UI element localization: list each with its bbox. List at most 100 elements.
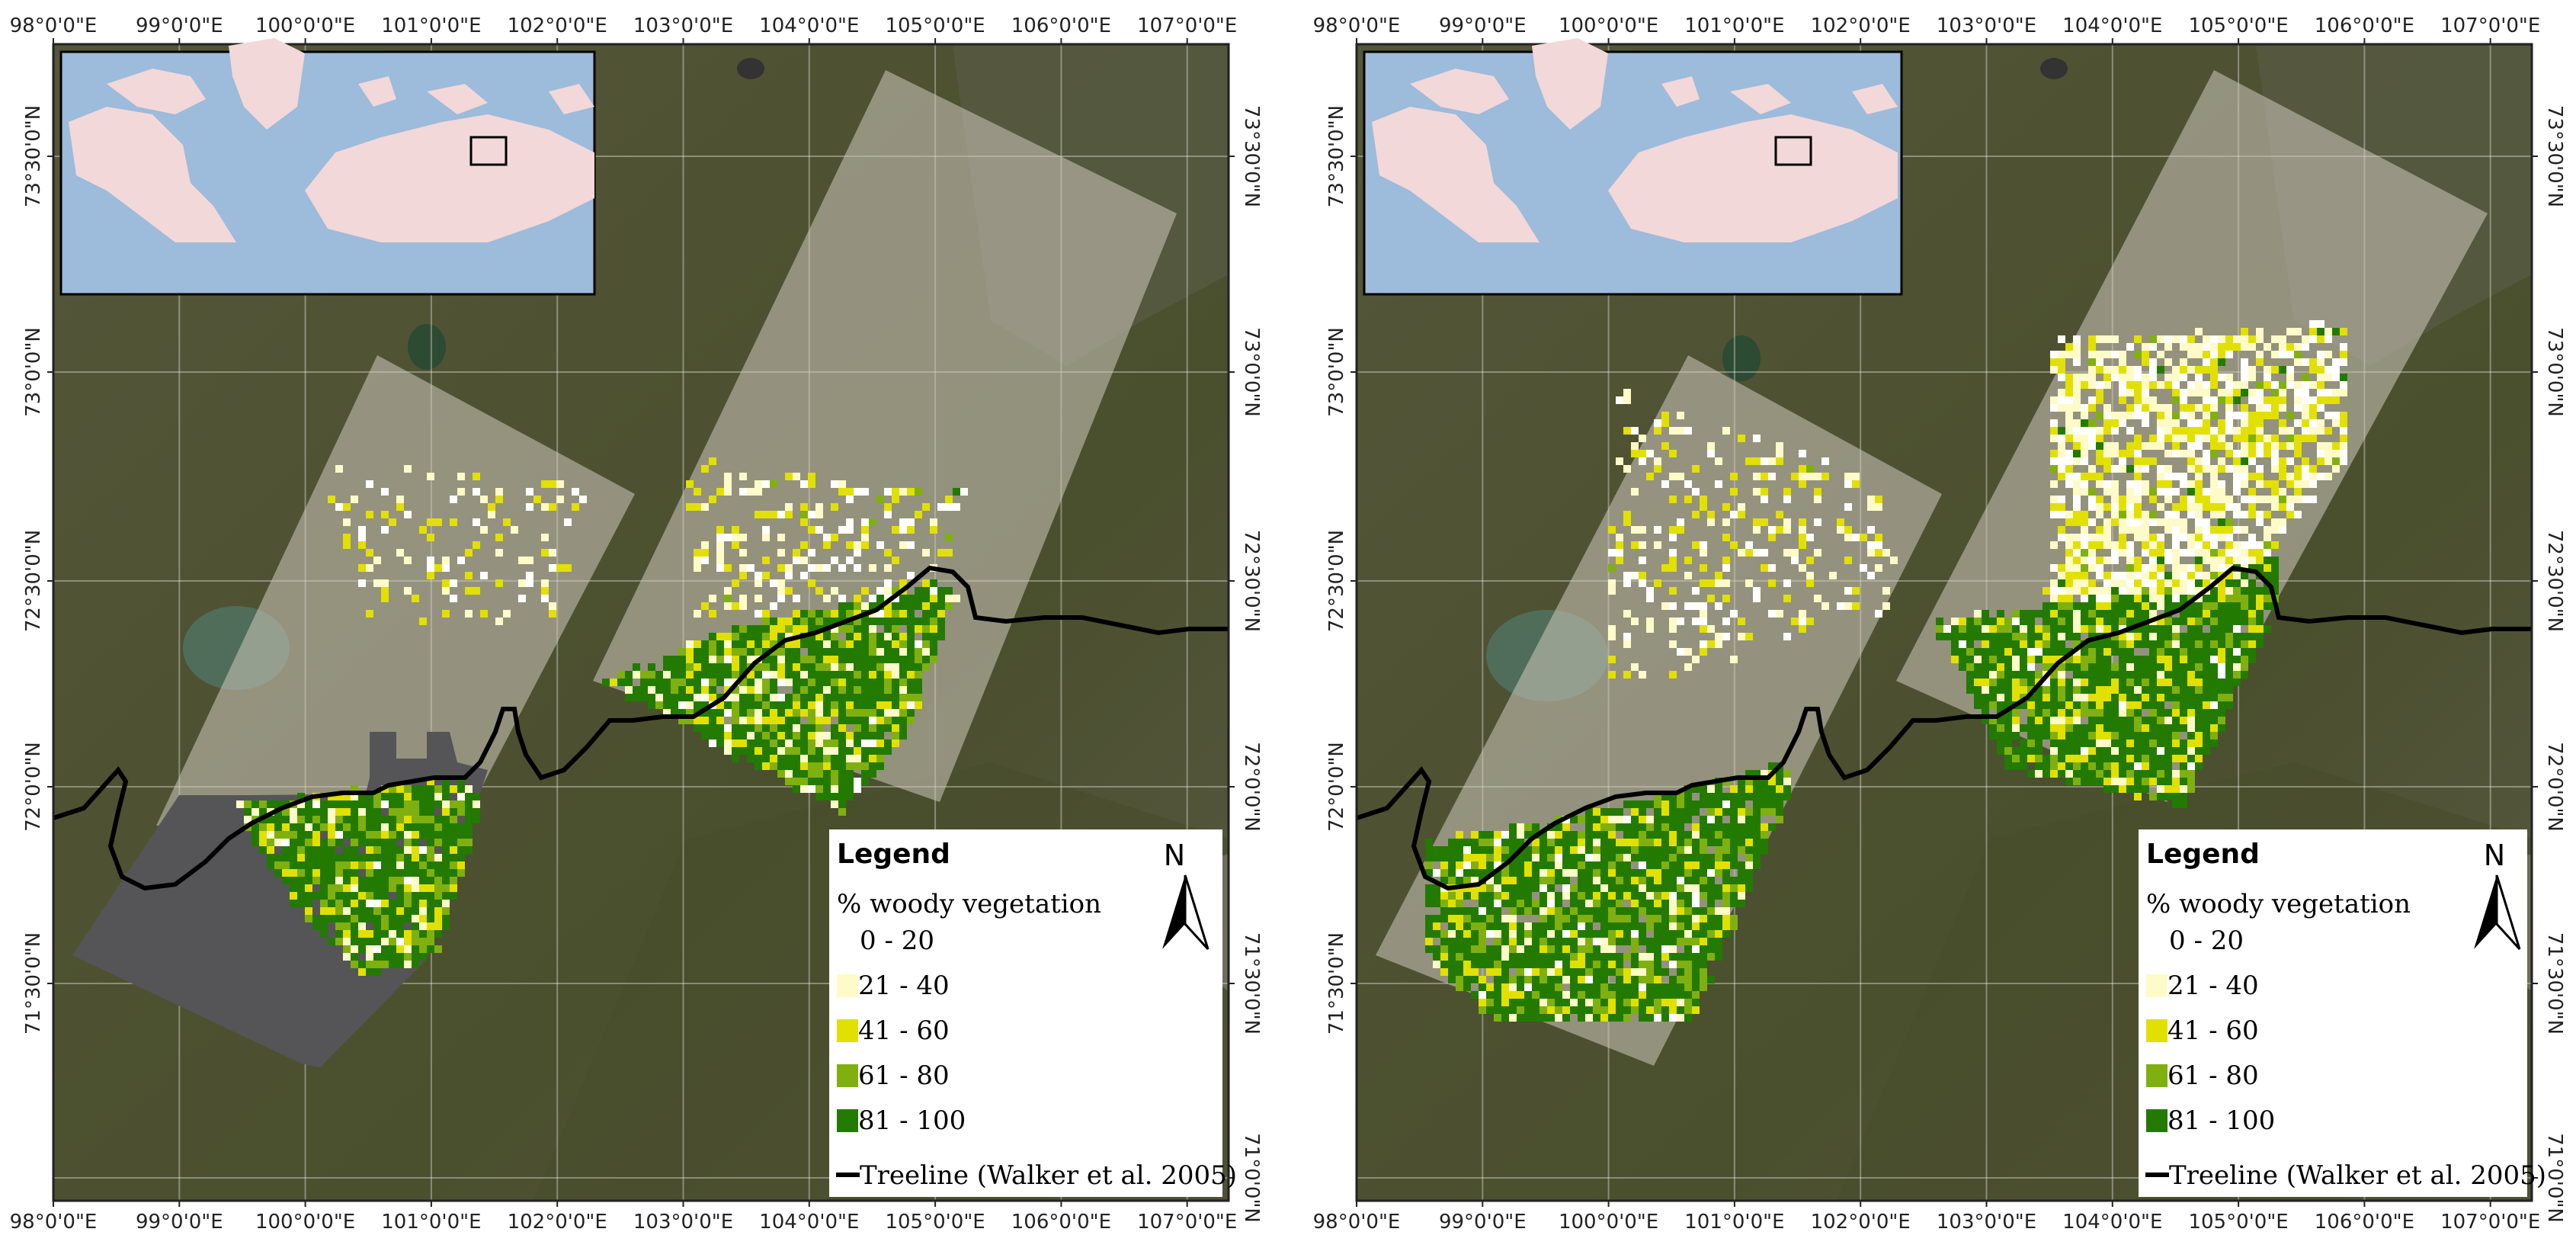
raster-cell	[351, 900, 358, 907]
raster-cell	[564, 518, 572, 526]
raster-cell	[922, 595, 930, 602]
raster-cell	[899, 717, 907, 724]
raster-cell	[381, 511, 389, 518]
raster-cell	[823, 755, 831, 762]
raster-cell	[922, 610, 930, 618]
raster-cell	[724, 633, 732, 640]
raster-cell	[320, 900, 328, 907]
raster-cell	[747, 671, 755, 679]
raster-cell	[937, 625, 945, 633]
raster-cell	[861, 717, 869, 724]
raster-cell	[785, 618, 793, 625]
raster-cell	[869, 656, 876, 663]
raster-cell	[434, 518, 442, 526]
lake	[408, 324, 446, 370]
raster-cell	[701, 717, 709, 724]
raster-cell	[701, 557, 709, 564]
raster-cell	[412, 846, 419, 854]
raster-cell	[358, 930, 366, 938]
raster-cell	[694, 724, 701, 732]
raster-cell	[823, 686, 831, 694]
raster-cell	[930, 656, 937, 663]
raster-cell	[747, 739, 755, 747]
raster-cell	[351, 884, 358, 892]
raster-cell	[800, 694, 808, 701]
raster-cell	[358, 793, 366, 800]
raster-cell	[381, 930, 389, 938]
inset-landmass	[549, 84, 594, 114]
raster-cell	[762, 709, 770, 717]
raster-cell	[755, 648, 762, 656]
raster-cell	[876, 640, 884, 648]
raster-cell	[876, 701, 884, 709]
raster-cell	[335, 907, 343, 915]
raster-cell	[419, 922, 427, 930]
raster-cell	[945, 503, 953, 511]
legend-class-label: 81 - 100	[858, 1105, 966, 1136]
raster-cell	[815, 511, 823, 518]
lon-label-top: 107°0'0"E	[1137, 14, 1237, 37]
raster-cell	[747, 709, 755, 717]
raster-cell	[495, 488, 503, 496]
raster-cell	[419, 816, 427, 823]
raster-cell	[412, 816, 419, 823]
raster-cell	[297, 861, 305, 869]
raster-cell	[663, 709, 671, 717]
raster-cell	[366, 564, 373, 572]
raster-cell	[366, 953, 373, 961]
raster-cell	[457, 785, 465, 793]
raster-cell	[732, 747, 739, 755]
raster-cell	[930, 579, 937, 587]
raster-cell	[785, 770, 793, 778]
raster-cell	[846, 732, 854, 739]
raster-cell	[747, 694, 755, 701]
raster-cell	[907, 656, 915, 663]
raster-cell	[541, 595, 549, 602]
raster-cell	[876, 732, 884, 739]
raster-cell	[655, 671, 663, 679]
raster-cell	[404, 511, 412, 518]
raster-cell	[762, 671, 770, 679]
raster-cell	[793, 755, 800, 762]
raster-cell	[884, 739, 892, 747]
raster-cell	[625, 671, 633, 679]
raster-cell	[1654, 999, 1661, 1006]
raster-cell	[442, 587, 450, 595]
raster-cell	[328, 839, 335, 846]
raster-cell	[869, 739, 876, 747]
raster-cell	[854, 549, 861, 557]
raster-cell	[724, 564, 732, 572]
raster-cell	[442, 877, 450, 884]
raster-cell	[366, 839, 373, 846]
raster-cell	[335, 869, 343, 877]
raster-cell	[404, 915, 412, 922]
raster-cell	[282, 839, 290, 846]
raster-cell	[716, 541, 724, 549]
raster-cell	[404, 816, 412, 823]
raster-cell	[343, 945, 351, 953]
legend-class-label: 61 - 80	[858, 1060, 950, 1091]
raster-cell	[404, 785, 412, 793]
raster-cell	[457, 778, 465, 785]
raster-cell	[747, 732, 755, 739]
raster-cell	[465, 839, 473, 846]
raster-cell	[396, 831, 404, 839]
raster-cell	[366, 968, 373, 976]
raster-cell	[915, 701, 922, 709]
raster-cell	[930, 526, 937, 534]
raster-cell	[846, 755, 854, 762]
raster-cell	[762, 618, 770, 625]
raster-cell	[739, 663, 747, 671]
raster-cell	[351, 823, 358, 831]
raster-cell	[335, 877, 343, 884]
raster-cell	[815, 526, 823, 534]
raster-cell	[442, 915, 450, 922]
raster-cell	[328, 907, 335, 915]
raster-cell	[793, 762, 800, 770]
raster-cell	[716, 557, 724, 564]
raster-cell	[762, 694, 770, 701]
raster-cell	[869, 595, 876, 602]
raster-cell	[442, 778, 450, 785]
raster-cell	[899, 694, 907, 701]
